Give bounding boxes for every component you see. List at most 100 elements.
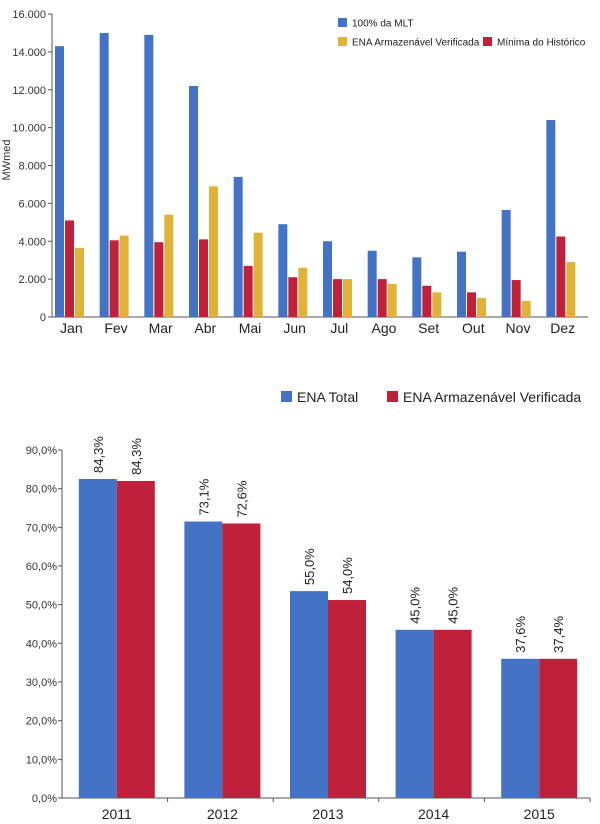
bar <box>288 277 298 317</box>
y-tick-label: 40,0% <box>26 638 57 650</box>
bar <box>116 480 155 798</box>
bar <box>539 658 578 798</box>
bar <box>199 239 208 317</box>
y-tick-label: 12.000 <box>12 85 46 97</box>
bar <box>75 247 84 317</box>
bar <box>377 279 387 317</box>
bar <box>501 210 511 317</box>
x-tick-label: Nov <box>506 320 531 336</box>
y-tick-label: 90,0% <box>26 445 57 457</box>
bar <box>387 283 397 317</box>
x-tick-label: 2015 <box>524 806 555 822</box>
x-tick-label: Jun <box>283 320 306 336</box>
x-tick-label: Set <box>418 320 439 336</box>
bar <box>55 46 64 317</box>
y-tick-label: 8.000 <box>18 161 46 173</box>
y-tick-label: 70,0% <box>26 522 57 534</box>
bar <box>243 265 253 317</box>
y-axis-label: MWmed <box>1 140 13 181</box>
y-tick-label: 0 <box>40 312 46 324</box>
bar <box>233 176 243 317</box>
y-tick-label: 60,0% <box>26 561 57 573</box>
x-tick-label: Dez <box>550 320 575 336</box>
y-tick-label: 80,0% <box>26 484 57 496</box>
y-tick-label: 2.000 <box>18 274 46 286</box>
data-label: 45,0% <box>408 586 423 623</box>
bar <box>556 236 566 317</box>
monthly-energy-chart: 0 2.000 4.000 6.000 8.000 10.000 12.000 14.000 1… <box>1 9 588 336</box>
y-tick-label: 10,0% <box>26 754 57 766</box>
bar <box>290 591 328 798</box>
legend-swatch <box>483 37 492 46</box>
bar <box>546 120 556 317</box>
data-label: 45,0% <box>446 586 461 623</box>
x-tick-label: Jul <box>330 320 348 336</box>
bar <box>209 186 218 317</box>
data-label: 73,1% <box>196 478 211 515</box>
x-tick-label: Mai <box>239 320 262 336</box>
yearly-percentage-chart: 0,0% 10,0% 20,0% 30,0% 40,0% 50,0% 60,0% 70,0% 8… <box>26 389 591 822</box>
bar <box>278 224 288 317</box>
x-tick-label: Mar <box>149 320 173 336</box>
data-label: 84,3% <box>91 436 106 473</box>
bar <box>412 257 422 317</box>
y-tick-label: 10.000 <box>12 123 46 135</box>
bar <box>343 279 352 317</box>
y-tick-label: 14.000 <box>12 47 46 59</box>
bar <box>189 85 198 318</box>
legend-label: ENA Armazenável Verificada <box>403 389 581 405</box>
bar <box>367 250 377 317</box>
x-tick-label: Fev <box>104 320 127 336</box>
data-label: 37,4% <box>551 615 566 652</box>
legend-label: ENA Total <box>297 389 358 405</box>
legend-swatch <box>281 391 292 402</box>
bar <box>65 220 74 317</box>
y-tick-label: 4.000 <box>18 236 46 248</box>
y-tick-label: 0,0% <box>32 793 57 805</box>
x-tick-label: Jan <box>60 320 83 336</box>
bar <box>501 658 540 798</box>
y-tick-label: 16.000 <box>12 9 46 21</box>
legend-label: Mínima do Histórico <box>497 38 586 49</box>
bar <box>477 298 486 317</box>
x-tick-label: 2012 <box>207 806 238 822</box>
data-label: 72,6% <box>234 480 249 517</box>
bar <box>511 280 521 317</box>
bar <box>164 214 174 317</box>
x-tick-label: 2014 <box>418 806 449 822</box>
y-tick-label: 20,0% <box>26 716 57 728</box>
x-tick-label: 2013 <box>312 806 343 822</box>
x-tick-label: Ago <box>372 320 397 336</box>
bar <box>154 242 164 317</box>
y-tick-label: 50,0% <box>26 600 57 612</box>
bar <box>78 479 117 798</box>
data-label: 55,0% <box>302 548 317 585</box>
y-tick-label: 6.000 <box>18 198 46 210</box>
bar <box>433 629 472 798</box>
bar <box>566 262 576 317</box>
bar <box>432 292 442 317</box>
bar <box>184 521 223 798</box>
x-tick-label: 2011 <box>102 806 132 822</box>
bar <box>99 32 109 317</box>
bar <box>144 34 154 318</box>
legend-swatch <box>387 391 398 402</box>
data-label: 84,3% <box>129 438 144 475</box>
bar <box>521 300 531 317</box>
legend-swatch <box>338 18 347 27</box>
bar <box>119 235 129 317</box>
bar <box>323 241 332 317</box>
x-tick-label: Out <box>462 320 485 336</box>
data-label: 37,6% <box>513 615 528 652</box>
bar <box>253 232 263 317</box>
bar <box>222 523 261 798</box>
legend-swatch <box>338 37 347 46</box>
bar <box>328 600 366 798</box>
bar <box>422 285 432 317</box>
bar <box>395 629 434 798</box>
x-tick-label: Abr <box>194 320 216 336</box>
data-label: 54,0% <box>340 557 355 594</box>
legend-label: ENA Armazenável Verificada <box>352 38 480 49</box>
bar <box>109 240 119 317</box>
bar <box>467 292 476 317</box>
